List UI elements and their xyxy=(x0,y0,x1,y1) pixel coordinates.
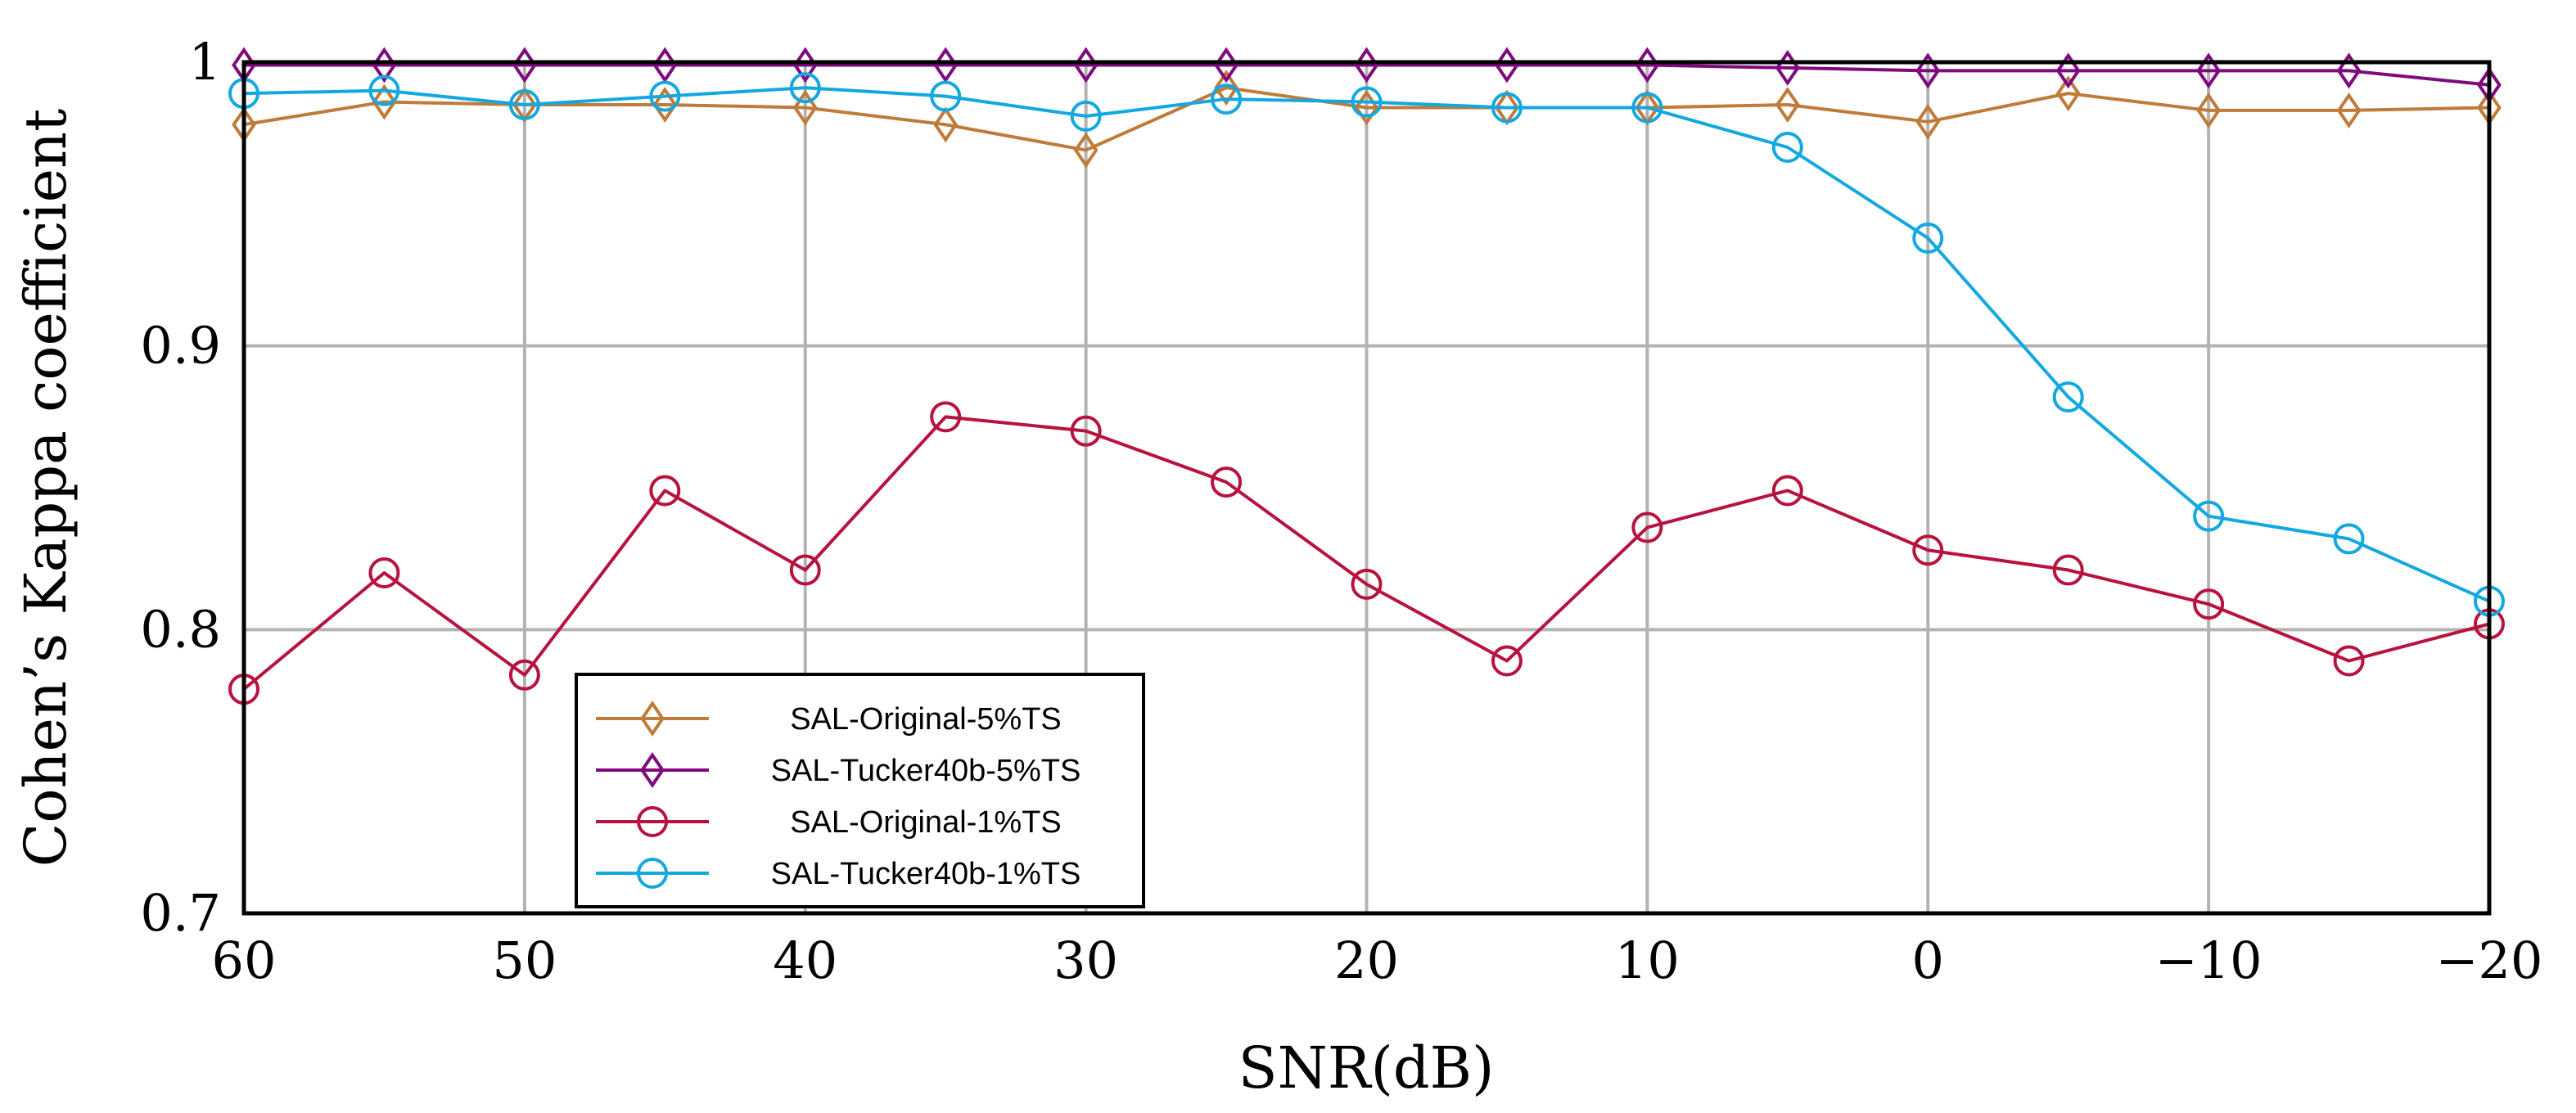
data-point xyxy=(1771,475,1803,507)
x-tick-label: 0 xyxy=(1912,931,1944,990)
data-point xyxy=(372,83,397,120)
data-point xyxy=(789,554,821,586)
data-point xyxy=(933,47,959,83)
legend-label: SAL-Original-5%TS xyxy=(790,702,1062,737)
series-line xyxy=(244,63,2490,87)
legend-label: SAL-Tucker40b-1%TS xyxy=(771,857,1081,891)
data-point xyxy=(1214,47,1238,83)
series-group xyxy=(228,47,2505,705)
data-point xyxy=(1354,47,1379,83)
data-point xyxy=(1635,47,1660,83)
data-point xyxy=(1073,132,1099,169)
data-point xyxy=(2333,523,2365,555)
data-point xyxy=(508,659,540,691)
data-point xyxy=(649,80,681,112)
data-point xyxy=(2052,381,2084,413)
plot-frame xyxy=(241,60,2492,916)
x-tick-label: −20 xyxy=(2436,931,2543,990)
data-point xyxy=(372,47,397,83)
data-point xyxy=(368,74,400,106)
data-point xyxy=(508,89,540,120)
data-point xyxy=(1915,103,1941,140)
data-point xyxy=(2196,52,2222,89)
data-point xyxy=(1073,47,1099,83)
legend-marker xyxy=(637,858,668,889)
data-point xyxy=(1775,87,1800,123)
data-point xyxy=(2196,92,2222,128)
y-tick-label: 0.9 xyxy=(140,316,221,376)
x-tick-label: 40 xyxy=(773,931,837,990)
data-point xyxy=(652,87,678,123)
series xyxy=(228,72,2505,617)
data-point xyxy=(368,557,400,588)
data-point xyxy=(1351,568,1383,600)
legend-box xyxy=(575,673,1145,908)
data-point xyxy=(1631,92,1663,124)
data-point xyxy=(789,72,821,104)
legend-marker xyxy=(640,752,665,788)
legend-item: SAL-Tucker40b-5%TS xyxy=(596,752,1081,788)
x-tick-label: 30 xyxy=(1053,931,1118,990)
y-axis-title: Cohen’s Kappa coefficient xyxy=(12,109,79,867)
legend-item: SAL-Tucker40b-1%TS xyxy=(596,857,1080,891)
data-point xyxy=(1495,47,1519,83)
series-line xyxy=(242,415,2490,691)
x-tick-label: 50 xyxy=(492,931,557,990)
data-point xyxy=(1214,70,1238,106)
legend-marker xyxy=(637,806,668,837)
y-tick-label: 1 xyxy=(189,32,221,92)
legend-item: SAL-Original-5%TS xyxy=(596,701,1062,737)
data-point xyxy=(1211,83,1243,115)
tick-labels: 60 50 40 30 20 10 0 −10 −20 0.7 0.8 0.9 1 xyxy=(140,32,2542,990)
x-tick-label: 60 xyxy=(212,931,277,990)
data-point xyxy=(2193,588,2225,620)
y-tick-label: 0.8 xyxy=(140,599,221,659)
x-tick-label: −10 xyxy=(2155,931,2262,990)
data-point xyxy=(512,47,537,83)
data-point xyxy=(2193,500,2225,532)
series-line xyxy=(243,86,2490,603)
data-point xyxy=(1912,222,1944,254)
series xyxy=(228,401,2505,705)
x-axis-title: SNR(dB) xyxy=(1238,1034,1495,1102)
x-tick-label: 20 xyxy=(1334,931,1399,990)
data-point xyxy=(792,89,818,126)
legend-label: SAL-Original-1%TS xyxy=(790,805,1062,840)
x-tick-label: 10 xyxy=(1615,931,1680,990)
data-point xyxy=(792,47,818,83)
y-tick-label: 0.7 xyxy=(140,883,221,943)
data-point xyxy=(652,47,678,83)
data-point xyxy=(2333,645,2365,677)
legend-item: SAL-Original-1%TS xyxy=(596,805,1062,840)
data-point xyxy=(649,475,681,507)
data-point xyxy=(1070,100,1102,132)
data-point xyxy=(930,401,962,433)
data-point xyxy=(1070,415,1102,447)
data-point xyxy=(2055,75,2081,112)
data-point xyxy=(930,80,962,112)
data-point xyxy=(1771,132,1803,163)
data-point xyxy=(1912,534,1944,566)
legend: SAL-Original-5%TS SAL-Tucker40b-5%TS SAL-O… xyxy=(575,673,1145,908)
data-point xyxy=(1915,52,1941,89)
data-point xyxy=(2336,92,2362,128)
data-point xyxy=(1491,92,1523,124)
data-point xyxy=(2052,554,2084,586)
data-point xyxy=(1631,511,1663,543)
legend-label: SAL-Tucker40b-5%TS xyxy=(771,754,1081,788)
legend-marker xyxy=(640,701,665,737)
series-line xyxy=(243,86,2490,152)
data-point xyxy=(1351,86,1383,118)
data-point xyxy=(1211,466,1243,498)
data-point xyxy=(933,106,959,143)
data-point xyxy=(1491,645,1523,677)
data-point xyxy=(2055,52,2081,89)
data-point xyxy=(2336,52,2362,89)
